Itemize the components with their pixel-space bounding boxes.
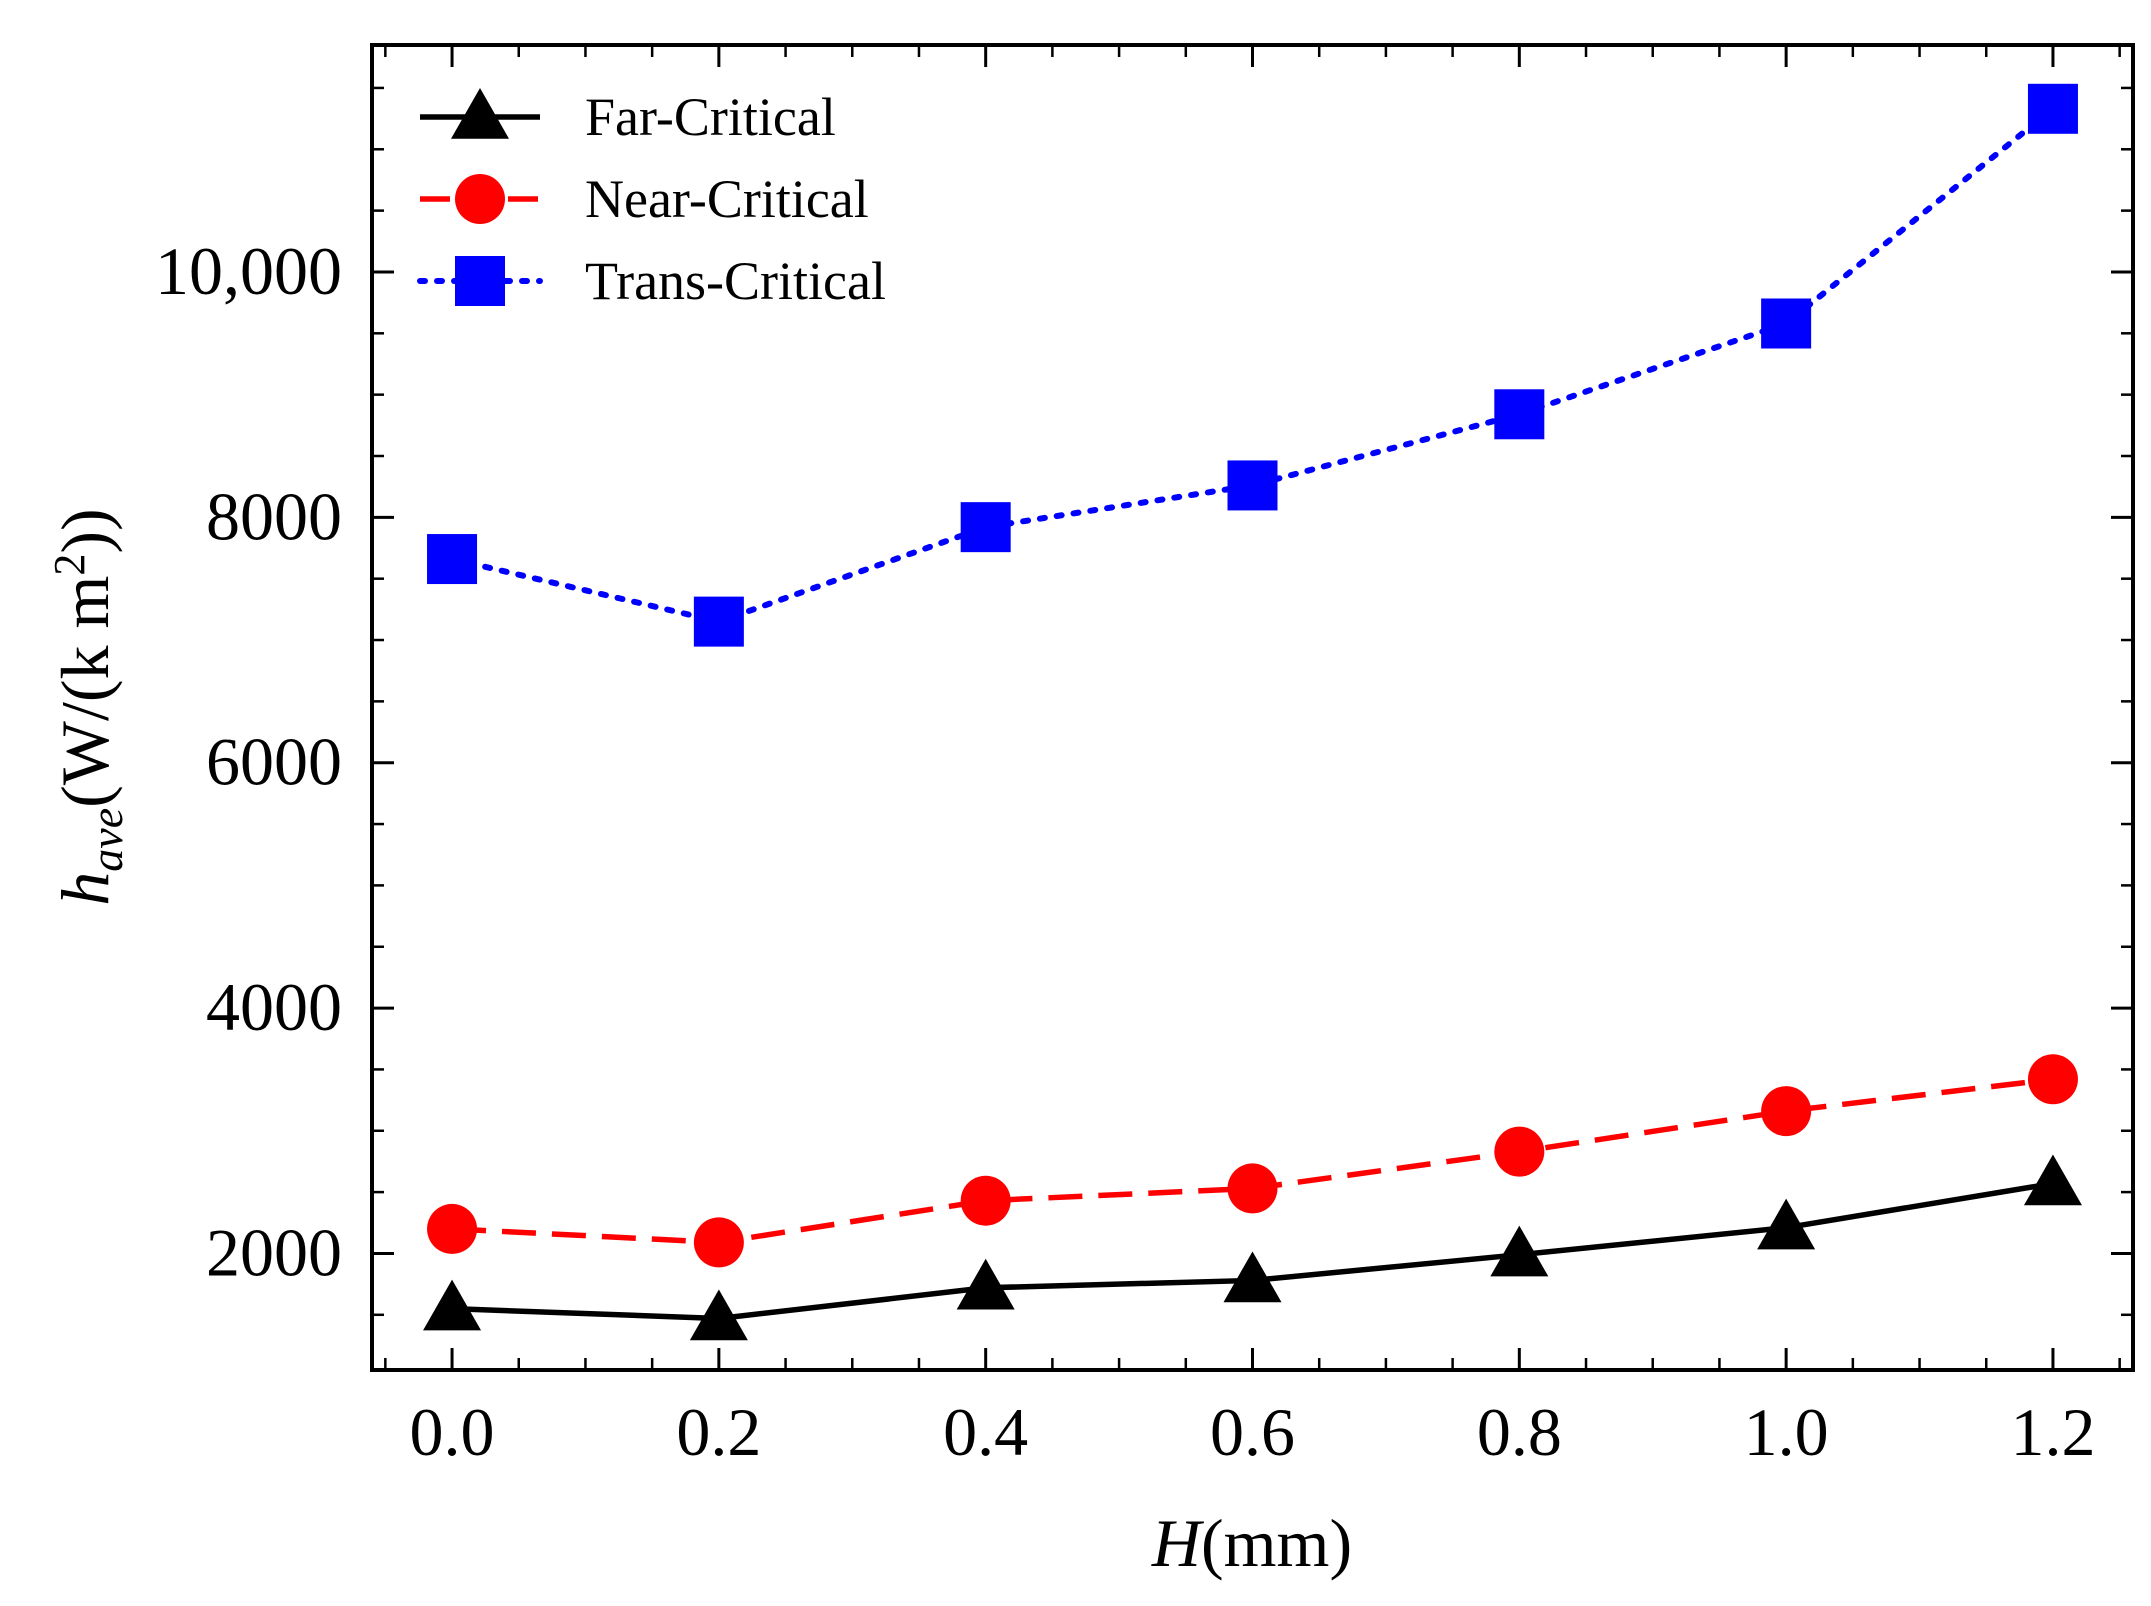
data-point [1494,389,1545,440]
series-near-critical [427,1054,2078,1268]
x-tick-label: 0.0 [410,1394,495,1470]
y-tick-label: 8000 [206,478,342,554]
data-point [1761,298,1812,349]
legend-item-near-critical: Near-Critical [420,169,869,229]
legend-item-trans-critical: Trans-Critical [417,251,886,311]
x-axis-title-symbol: H [1151,1505,1205,1581]
data-point [1223,1251,1282,1303]
y-axis-title-symbol: h [47,872,123,906]
data-point [1490,1225,1549,1277]
x-axis-title-units: (mm) [1201,1505,1352,1581]
x-tick-labels: 0.0 0.2 0.4 0.6 0.8 1.0 1.2 [410,1394,2096,1470]
data-point [2027,83,2078,134]
data-point [1494,1126,1545,1177]
x-tick-label: 0.6 [1210,1394,1295,1470]
y-tick-label: 4000 [206,969,342,1045]
data-point [693,1217,744,1268]
y-axis-title-units-suffix: )) [47,508,123,553]
series-layer [423,83,2082,1341]
data-point [1761,1086,1812,1137]
legend-item-far-critical: Far-Critical [420,87,836,147]
data-point [693,596,744,647]
data-point [427,1203,478,1254]
x-tick-label: 1.2 [2010,1394,2095,1470]
data-point [2027,1054,2078,1105]
y-tick-label: 10,000 [155,233,342,309]
data-point [1227,1163,1278,1214]
x-axis-title: H(mm) [1151,1505,1352,1581]
data-point [956,1258,1015,1310]
data-point [960,502,1011,553]
legend-label: Trans-Critical [585,251,886,311]
data-point [2023,1154,2082,1206]
plot-frame [370,43,2135,1372]
data-point [1227,460,1278,511]
x-tick-label: 0.8 [1477,1394,1562,1470]
y-tick-labels: 2000 4000 6000 8000 10,000 [155,233,342,1290]
y-axis-title: have(W/(k m2)) [45,508,132,905]
y-axis-title-units-prefix: (W/(k m [47,576,123,808]
x-tick-label: 0.2 [676,1394,761,1470]
y-axis-title-subscript: ave [81,808,132,872]
legend-marker [451,88,509,139]
x-tick-label: 0.4 [943,1394,1028,1470]
major-ticks [372,45,2133,1370]
series-trans-critical [427,83,2078,647]
data-point [427,534,478,585]
data-point [423,1279,482,1331]
y-tick-label: 2000 [206,1214,342,1290]
y-tick-label: 6000 [206,724,342,800]
legend-label: Near-Critical [585,169,869,229]
legend-marker [455,256,505,306]
series-far-critical [423,1154,2082,1341]
y-axis-title-superscript: 2 [45,554,94,576]
legend: Far-Critical Near-Critical Trans-Critical [417,87,886,311]
data-point [960,1175,1011,1226]
data-point [1757,1198,1816,1250]
data-point [689,1289,748,1341]
x-tick-label: 1.0 [1744,1394,1829,1470]
legend-label: Far-Critical [585,87,836,147]
legend-marker [455,174,505,224]
